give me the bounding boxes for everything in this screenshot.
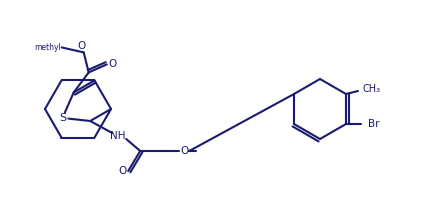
- Text: methyl: methyl: [34, 43, 61, 52]
- Text: NH: NH: [110, 131, 126, 141]
- Text: O: O: [118, 166, 126, 176]
- Text: O: O: [78, 41, 86, 51]
- Text: O: O: [109, 59, 117, 69]
- Text: S: S: [59, 113, 66, 123]
- Text: Br: Br: [368, 119, 380, 129]
- Text: O: O: [180, 146, 188, 156]
- Text: CH₃: CH₃: [363, 84, 381, 94]
